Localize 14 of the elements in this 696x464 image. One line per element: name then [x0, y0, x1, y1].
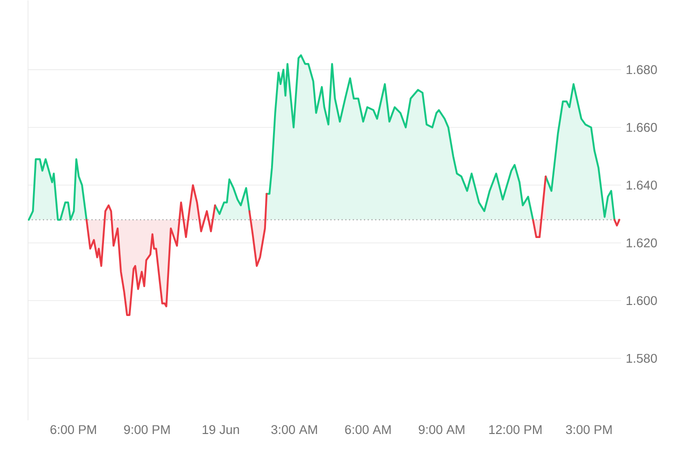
y-tick-label: 1.620 — [626, 238, 657, 248]
x-tick-label: 19 Jun — [202, 424, 239, 434]
x-tick-label: 6:00 PM — [50, 424, 96, 434]
y-tick-label: 1.680 — [626, 65, 657, 74]
x-tick-label: 3:00 AM — [271, 424, 317, 434]
y-tick-label: 1.660 — [626, 122, 657, 132]
y-tick-label: 1.640 — [626, 180, 657, 190]
x-tick-label: 9:00 PM — [124, 424, 170, 434]
x-tick-label: 12:00 PM — [489, 424, 542, 434]
x-tick-label: 3:00 PM — [566, 424, 612, 434]
x-tick-label: 9:00 AM — [418, 424, 464, 434]
x-tick-label: 6:00 AM — [345, 424, 391, 434]
y-tick-label: 1.580 — [626, 354, 657, 363]
y-tick-label: 1.600 — [626, 296, 657, 305]
